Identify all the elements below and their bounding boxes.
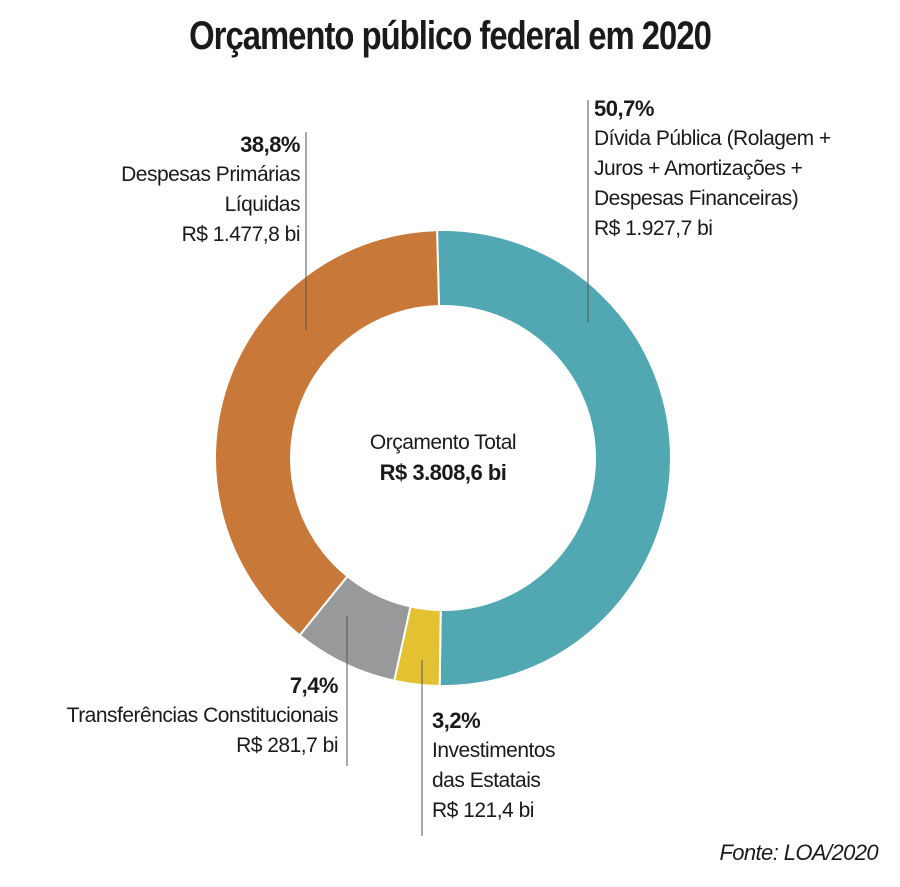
name-despesas-line1: Despesas Primárias <box>121 163 300 186</box>
label-divida: 50,7% Dívida Pública (Rolagem + Juros + … <box>594 94 831 244</box>
center-label: Orçamento Total R$ 3.808,6 bi <box>343 428 543 488</box>
label-transferencias: 7,4% Transferências Constitucionais R$ 2… <box>66 671 339 761</box>
name-investimentos-line1: Investimentos <box>432 739 556 762</box>
name-transferencias-line1: Transferências Constitucionais <box>66 704 339 727</box>
value-divida: R$ 1.927,7 bi <box>594 217 713 240</box>
name-despesas-line2: Líquidas <box>224 193 301 216</box>
pct-divida: 50,7% <box>594 96 654 121</box>
value-transferencias: R$ 281,7 bi <box>236 734 338 757</box>
label-despesas: 38,8% Despesas Primárias Líquidas R$ 1.4… <box>121 130 300 250</box>
chart-title: Orçamento público federal em 2020 <box>189 14 712 58</box>
slice-divida <box>436 229 672 687</box>
center-title: Orçamento Total <box>369 431 517 454</box>
pct-transferencias: 7,4% <box>289 673 339 698</box>
name-divida-line2: Juros + Amortizações + <box>594 157 803 180</box>
value-despesas: R$ 1.477,8 bi <box>181 223 301 246</box>
name-investimentos-line2: das Estatais <box>432 769 541 792</box>
pct-despesas: 38,8% <box>240 132 300 157</box>
source-note: Fonte: LOA/2020 <box>719 840 878 865</box>
slice-despesas <box>214 229 441 637</box>
pct-investimentos: 3,2% <box>432 708 481 733</box>
name-divida-line1: Dívida Pública (Rolagem + <box>594 127 831 150</box>
value-investimentos: R$ 121,4 bi <box>432 799 534 822</box>
name-divida-line3: Despesas Financeiras) <box>594 187 799 210</box>
center-value: R$ 3.808,6 bi <box>379 460 507 485</box>
label-investimentos: 3,2% Investimentos das Estatais R$ 121,4… <box>432 706 556 826</box>
